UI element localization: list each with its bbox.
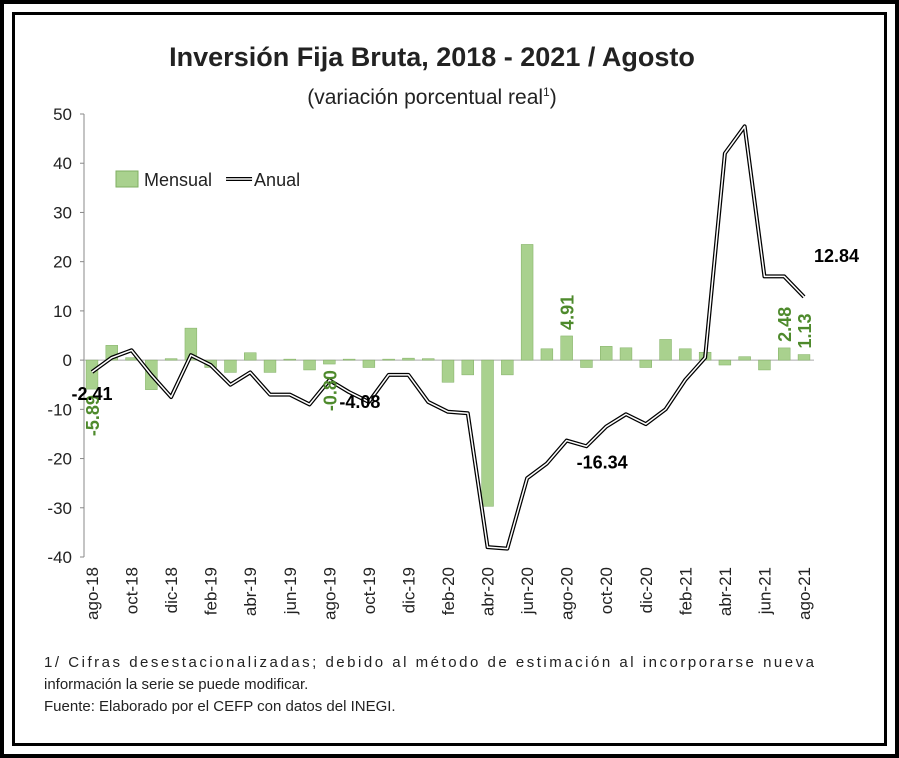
x-tick-label: ago-18 (83, 567, 102, 620)
bar (580, 359, 593, 368)
y-tick-label: -10 (47, 400, 72, 419)
y-tick-label: -30 (47, 499, 72, 518)
bar (382, 358, 395, 361)
bar (244, 352, 257, 361)
footnote: información la serie se puede modificar. (44, 676, 308, 693)
x-tick-label: jun-19 (281, 567, 300, 615)
x-tick-label: feb-20 (439, 567, 458, 615)
chart-title: Inversión Fija Bruta, 2018 - 2021 / Agos… (169, 42, 695, 72)
legend-swatch (115, 170, 139, 188)
bar (263, 359, 277, 373)
bar (422, 358, 435, 361)
bar (560, 335, 573, 361)
bar (639, 359, 652, 368)
y-tick-label: 0 (63, 351, 72, 370)
data-label: 4.91 (558, 295, 578, 330)
bar (778, 347, 791, 361)
x-tick-label: abr-19 (241, 567, 260, 616)
bar (481, 359, 494, 507)
x-tick-label: oct-19 (360, 567, 379, 614)
bar (402, 357, 415, 361)
x-tick-label: oct-18 (123, 567, 142, 614)
bar (679, 348, 692, 361)
bar (184, 327, 198, 361)
bar (600, 346, 613, 361)
footnote: 1/ Cifras desestacionalizadas; debido al… (44, 654, 815, 671)
bar (323, 359, 336, 365)
y-tick-label: 30 (53, 203, 72, 222)
y-tick-label: 20 (53, 253, 72, 272)
bar (85, 359, 99, 390)
y-tick-label: -20 (47, 450, 72, 469)
data-label: 1.13 (795, 314, 815, 349)
bar (659, 339, 672, 361)
x-tick-label: dic-18 (162, 567, 181, 613)
data-label: -16.34 (577, 453, 628, 473)
data-label: -5.89 (83, 395, 103, 436)
bar (738, 356, 751, 361)
x-tick-label: oct-20 (597, 567, 616, 614)
y-tick-label: 40 (53, 154, 72, 173)
x-tick-label: ago-20 (558, 567, 577, 620)
bar (224, 359, 237, 373)
bar (501, 359, 514, 376)
x-tick-label: ago-19 (320, 567, 339, 620)
source: Fuente: Elaborado por el CEFP con datos … (44, 698, 396, 715)
bar (362, 359, 376, 368)
x-tick-label: feb-21 (676, 567, 695, 615)
bar (540, 348, 554, 361)
inner-frame (12, 12, 887, 746)
bar (342, 358, 356, 361)
x-tick-label: abr-20 (479, 567, 498, 616)
subtitle-end: ) (550, 86, 557, 109)
y-tick-label: -40 (47, 548, 72, 567)
bar (797, 354, 811, 361)
x-tick-label: jun-21 (755, 567, 774, 615)
y-tick-label: 10 (53, 302, 72, 321)
subtitle-note: 1 (543, 85, 550, 99)
y-tick-label: 50 (53, 105, 72, 124)
data-label: -0.80 (320, 370, 340, 411)
bar (461, 359, 474, 376)
bar (619, 347, 633, 361)
x-tick-label: ago-21 (795, 567, 814, 620)
data-label: 2.48 (775, 307, 795, 342)
x-tick-label: abr-21 (716, 567, 735, 616)
x-tick-label: dic-19 (399, 567, 418, 613)
legend-label: Mensual (144, 170, 212, 190)
x-tick-label: feb-19 (202, 567, 221, 615)
bar (758, 359, 771, 371)
data-label: -4.08 (339, 392, 380, 412)
bar (441, 359, 455, 383)
x-tick-label: jun-20 (518, 567, 537, 615)
line-highlight (91, 125, 805, 550)
legend-label: Anual (254, 170, 300, 190)
bar (164, 358, 178, 361)
subtitle-text: (variación porcentual real (307, 86, 543, 109)
data-label: 12.84 (814, 246, 859, 266)
bar (303, 359, 316, 371)
bar (520, 244, 534, 361)
x-tick-label: dic-20 (637, 567, 656, 613)
data-label: -2.41 (71, 384, 112, 404)
chart-subtitle: (variación porcentual real1) (307, 85, 556, 109)
bar (283, 358, 296, 361)
bar (718, 359, 732, 366)
chart: Inversión Fija Bruta, 2018 - 2021 / Agos… (44, 42, 859, 715)
